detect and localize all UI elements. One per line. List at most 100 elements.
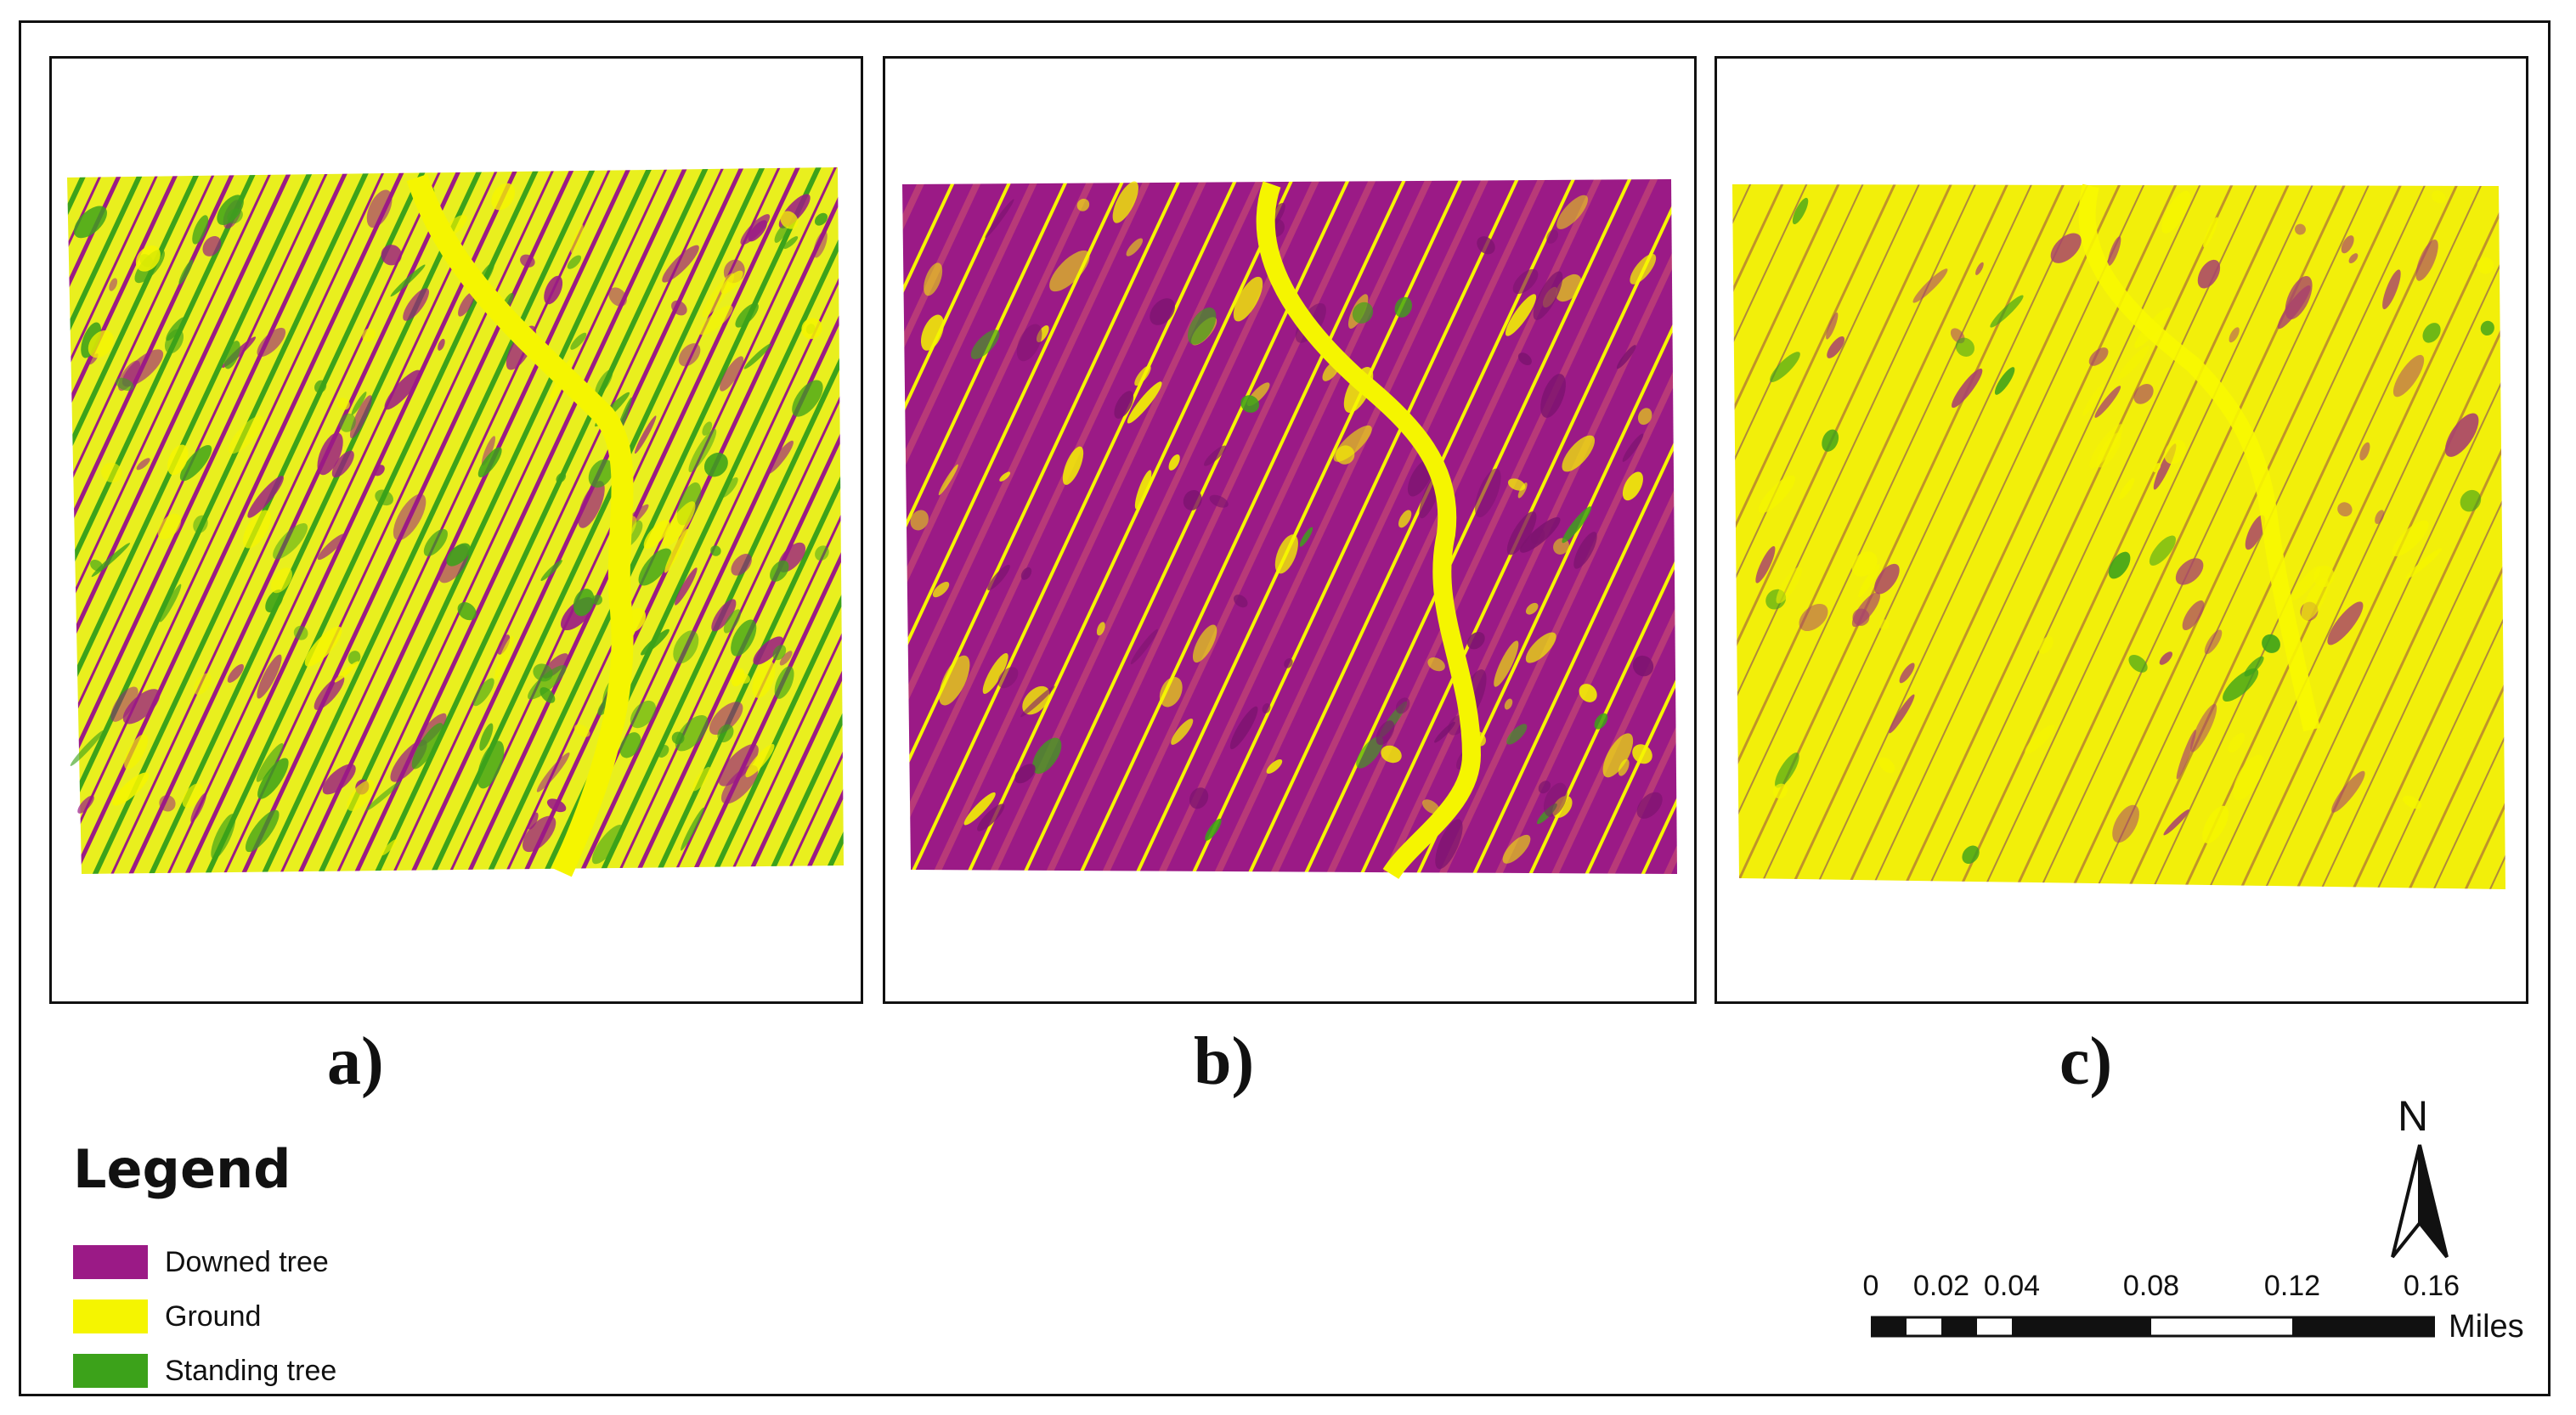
scale-tick-label: 0.12 (2263, 1270, 2321, 1302)
texture-blob (1517, 352, 1532, 366)
texture-blob (1530, 528, 1545, 544)
texture-blob (2097, 432, 2122, 468)
texture-blob (2161, 190, 2191, 234)
legend-label: Standing tree (165, 1354, 337, 1387)
texture-blob (1274, 534, 1298, 574)
texture-blob (164, 329, 184, 354)
texture-blob (1112, 181, 1138, 223)
texture-blob (1525, 632, 1556, 663)
texture-blob (2118, 346, 2149, 380)
texture-blob (813, 230, 828, 258)
texture-blob (2432, 190, 2446, 204)
texture-blob (2025, 724, 2055, 754)
texture-blob (257, 654, 282, 699)
texture-blob (671, 731, 685, 745)
texture-blob (540, 560, 562, 581)
texture-blob (1114, 391, 1134, 419)
texture-blob (1062, 446, 1084, 485)
texture-blob (745, 744, 775, 778)
texture-blob (1622, 433, 1644, 462)
texture-blob (101, 462, 122, 483)
classification-map-c (1732, 183, 2505, 889)
texture-blob (1533, 271, 1563, 320)
texture-blob (322, 764, 356, 795)
texture-blob (2094, 386, 2121, 418)
texture-blob (711, 599, 737, 632)
texture-blob (643, 519, 670, 550)
texture-blob (1975, 262, 1984, 275)
texture-blob (970, 330, 1000, 359)
texture-blob (717, 724, 734, 743)
texture-blob (718, 744, 759, 786)
texture-blob (1376, 720, 1395, 746)
texture-blob (987, 564, 1010, 591)
texture-blob (1889, 694, 1915, 734)
texture-blob (314, 380, 327, 393)
texture-blob (2444, 413, 2479, 457)
north-label: N (2398, 1092, 2429, 1140)
texture-blob (630, 700, 657, 729)
texture-blob (792, 380, 823, 417)
texture-blob (458, 291, 475, 317)
texture-blob (977, 803, 1005, 832)
texture-blob (347, 651, 361, 665)
texture-blob (2119, 477, 2135, 499)
texture-blob (1632, 744, 1652, 764)
texture-blob (2133, 384, 2154, 404)
map-panel-b (883, 56, 1697, 1004)
texture-blob (737, 673, 750, 684)
texture-blob (1822, 429, 1839, 452)
texture-blob (1020, 685, 1055, 718)
texture-blob (1020, 567, 1032, 580)
texture-blob (619, 732, 641, 758)
texture-blob (698, 305, 733, 335)
texture-blob (1171, 719, 1194, 745)
texture-blob (2291, 566, 2321, 600)
texture-blob (522, 815, 556, 853)
texture-blob (731, 554, 752, 576)
texture-blob (2112, 804, 2139, 843)
texture-blob (688, 428, 717, 473)
texture-blob (1616, 345, 1636, 369)
texture-blob (2038, 636, 2053, 654)
texture-blob (362, 328, 376, 342)
texture-blob (1427, 657, 1445, 672)
texture-blob (2341, 235, 2354, 254)
texture-blob (2149, 535, 2176, 566)
texture-blob (2295, 223, 2306, 235)
texture-blob (1543, 782, 1568, 817)
texture-blob (227, 663, 245, 683)
texture-blob (1994, 367, 2015, 395)
texture-blob (1962, 845, 1980, 864)
texture-blob (1352, 302, 1374, 324)
texture-blob (112, 772, 150, 806)
texture-blob (438, 338, 445, 351)
texture-blob (317, 432, 343, 476)
texture-blob (1183, 489, 1202, 510)
texture-blob (556, 472, 567, 483)
texture-blob (339, 413, 356, 432)
texture-blob (702, 273, 735, 318)
texture-blob (2392, 354, 2425, 397)
texture-blob (256, 743, 284, 782)
texture-blob (373, 465, 385, 476)
legend-item-ground: Ground (73, 1298, 261, 1335)
legend-swatch-downed-tree (73, 1245, 148, 1279)
texture-blob (1770, 352, 1800, 382)
texture-blob (347, 780, 376, 811)
texture-blob (2175, 558, 2204, 585)
texture-blob (1159, 677, 1183, 708)
texture-blob (546, 798, 567, 813)
texture-blob (2375, 510, 2385, 524)
texture-blob (1435, 819, 1463, 870)
texture-blob (578, 481, 605, 528)
texture-blob (2245, 515, 2266, 550)
texture-blob (1507, 478, 1526, 491)
texture-blob (2082, 383, 2104, 416)
texture-blob (709, 702, 743, 736)
texture-blob (304, 626, 342, 667)
texture-blob (245, 809, 280, 853)
texture-blob (1016, 324, 1042, 362)
texture-blob (1799, 603, 1828, 632)
legend-item-downed-tree: Downed tree (73, 1243, 329, 1281)
